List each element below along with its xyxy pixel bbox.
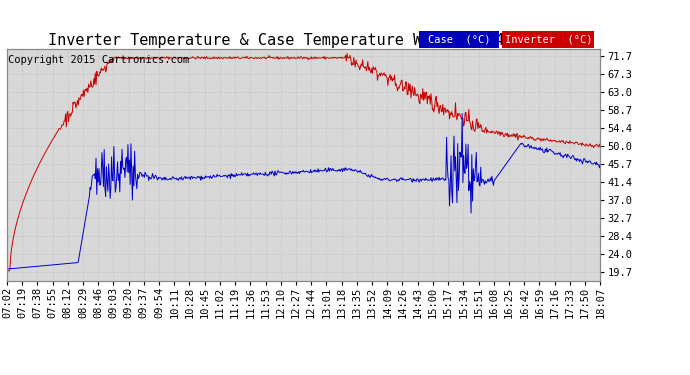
Text: Case  (°C): Case (°C) (428, 34, 491, 45)
Title: Inverter Temperature & Case Temperature Wed Oct 14 18:15: Inverter Temperature & Case Temperature … (48, 33, 559, 48)
Text: Inverter  (°C): Inverter (°C) (504, 34, 592, 45)
Bar (502, 32, 594, 48)
Text: Copyright 2015 Cartronics.com: Copyright 2015 Cartronics.com (8, 55, 189, 64)
Bar (420, 32, 500, 48)
